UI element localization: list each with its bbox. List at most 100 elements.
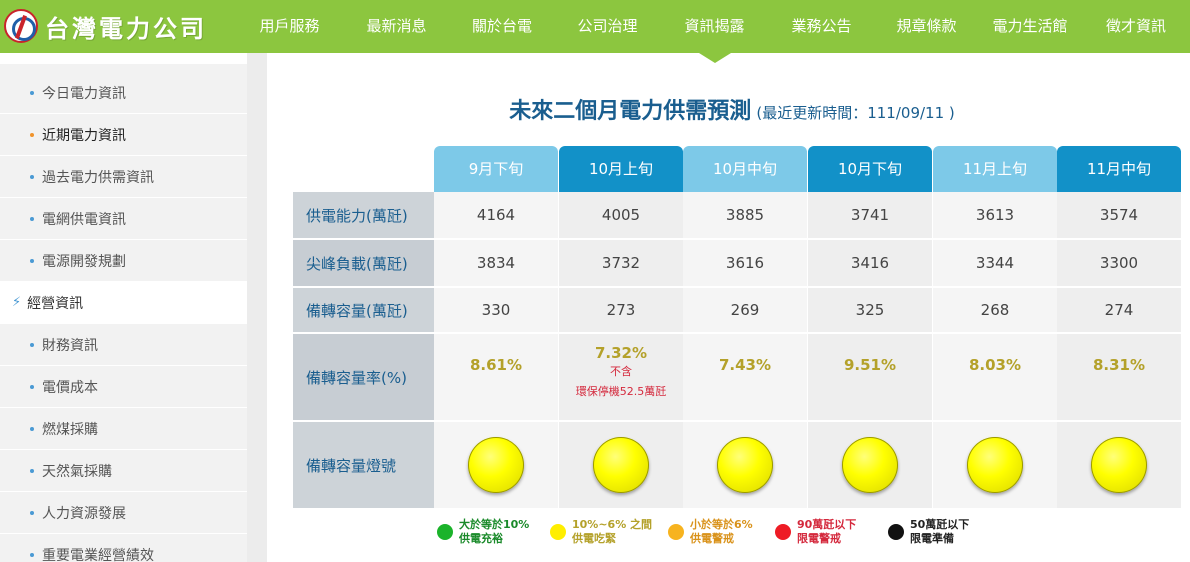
table-cell: 8.61% xyxy=(434,334,558,422)
sidebar-item-8[interactable]: 燃煤採購 xyxy=(0,408,247,450)
yellow-lamp-icon xyxy=(468,437,524,493)
table-cell xyxy=(808,422,932,510)
nav-item-5[interactable]: 業務公告 xyxy=(791,17,852,35)
nav-item-2[interactable]: 關於台電 xyxy=(471,17,532,35)
yellow-lamp-icon xyxy=(1091,437,1147,493)
table-cell: 3741 xyxy=(808,192,932,240)
sidebar-item-label: 今日電力資訊 xyxy=(42,85,126,102)
legend-dot-icon xyxy=(668,524,684,540)
table-cell: 268 xyxy=(933,288,1057,334)
sidebar-item-label: 人力資源發展 xyxy=(42,505,126,522)
sidebar-item-label: 燃煤採購 xyxy=(42,421,98,438)
yellow-lamp-icon xyxy=(967,437,1023,493)
legend-dot-icon xyxy=(775,524,791,540)
row-label: 供電能力(萬瓩) xyxy=(293,192,434,240)
nav-item-1[interactable]: 最新消息 xyxy=(366,17,427,35)
table-cell xyxy=(434,422,558,510)
table-cell: 4164 xyxy=(434,192,558,240)
row-label: 備轉容量率(%) xyxy=(293,334,434,422)
table-cell: 7.43% xyxy=(683,334,807,422)
table-cell: 3344 xyxy=(933,240,1057,288)
sidebar: ⚡電力供需資訊今日電力資訊近期電力資訊過去電力供需資訊電網供電資訊電源開發規劃 ⚡… xyxy=(0,53,247,562)
table-cell: 3574 xyxy=(1057,192,1181,240)
period-header: 11月上旬 xyxy=(933,146,1057,192)
table-cell: 4005 xyxy=(559,192,683,240)
sidebar-gutter xyxy=(247,53,267,562)
table-cell: 8.03% xyxy=(933,334,1057,422)
sidebar-item-0[interactable]: 今日電力資訊 xyxy=(0,72,247,114)
legend-line2: 限電警戒 xyxy=(797,532,841,545)
sidebar-item-9[interactable]: 天然氣採購 xyxy=(0,450,247,492)
table-cell: 3300 xyxy=(1057,240,1181,288)
table-cell xyxy=(1057,422,1181,510)
sidebar-item-1[interactable]: 近期電力資訊 xyxy=(0,114,247,156)
legend-line1: 90萬瓩以下 xyxy=(797,518,857,531)
nav-item-3[interactable]: 公司治理 xyxy=(577,17,638,35)
yellow-lamp-icon xyxy=(593,437,649,493)
table-cell xyxy=(559,422,683,510)
bullet-icon xyxy=(30,384,34,389)
legend-line2: 限電準備 xyxy=(910,532,954,545)
legend-dot-icon xyxy=(888,524,904,540)
nav-item-6[interactable]: 規章條款 xyxy=(896,17,957,35)
sidebar-item-3[interactable]: 電網供電資訊 xyxy=(0,198,247,240)
sidebar-item-7[interactable]: 電價成本 xyxy=(0,366,247,408)
legend-line1: 大於等於10% xyxy=(459,518,530,531)
legend-line2: 供電充裕 xyxy=(459,532,503,545)
legend-line1: 10%~6% 之間 xyxy=(572,518,653,531)
bullet-icon xyxy=(30,468,34,473)
legend-text: 10%~6% 之間 供電吃緊 xyxy=(572,518,652,546)
legend-text: 小於等於6% 供電警戒 xyxy=(690,518,753,546)
legend-item: 大於等於10% 供電充裕 xyxy=(437,518,529,546)
reserve-rate: 9.51% xyxy=(843,356,897,374)
sidebar-section-power-supply[interactable]: ⚡電力供需資訊 xyxy=(0,53,247,64)
main-nav: 用戶服務 最新消息 關於台電 公司治理 資訊揭露 業務公告 規章條款 電力生活館 徵才資訊 xyxy=(236,0,1190,63)
bullet-icon xyxy=(30,426,34,431)
update-time: (最近更新時間：111/09/11 ) xyxy=(756,104,955,122)
sidebar-item-2[interactable]: 過去電力供需資訊 xyxy=(0,156,247,198)
period-header: 11月中旬 xyxy=(1057,146,1181,192)
table-cell: 3616 xyxy=(683,240,807,288)
row-label: 備轉容量(萬瓩) xyxy=(293,288,434,334)
bullet-icon xyxy=(30,510,34,515)
sidebar-item-label: 電源開發規劃 xyxy=(42,253,126,270)
table-cell: 7.32% 不含 環保停機52.5萬瓩 xyxy=(559,334,683,422)
logo[interactable]: 台灣電力公司 xyxy=(4,6,207,46)
nav-item-4[interactable]: 資訊揭露 xyxy=(661,0,768,63)
nav-item-7[interactable]: 電力生活館 xyxy=(992,17,1068,35)
table-cell: 8.31% xyxy=(1057,334,1181,422)
nav-item-0[interactable]: 用戶服務 xyxy=(259,17,320,35)
sidebar-item-5[interactable]: ⚡ 經營資訊 xyxy=(0,282,247,324)
row-label: 尖峰負載(萬瓩) xyxy=(293,240,434,288)
bullet-icon xyxy=(30,174,34,179)
sidebar-item-label: 電價成本 xyxy=(42,379,98,396)
reserve-rate: 7.43% xyxy=(718,356,772,374)
sidebar-item-label: 過去電力供需資訊 xyxy=(42,169,154,186)
legend-item: 10%~6% 之間 供電吃緊 xyxy=(550,518,652,546)
table-cell: 9.51% xyxy=(808,334,932,422)
yellow-lamp-icon xyxy=(717,437,773,493)
sidebar-item-label: 重要電業經營績效 xyxy=(42,547,154,562)
table-cell: 274 xyxy=(1057,288,1181,334)
sidebar-item-11[interactable]: 重要電業經營績效 xyxy=(0,534,247,562)
table-cell: 3732 xyxy=(559,240,683,288)
legend-line2: 供電吃緊 xyxy=(572,532,616,545)
sidebar-item-label: 財務資訊 xyxy=(42,337,98,354)
period-header: 10月下旬 xyxy=(808,146,932,192)
nav-item-8[interactable]: 徵才資訊 xyxy=(1105,17,1166,35)
table-cell: 3613 xyxy=(933,192,1057,240)
taipower-logo-icon xyxy=(4,9,38,43)
period-header: 10月上旬 xyxy=(559,146,683,192)
sidebar-item-4[interactable]: 電源開發規劃 xyxy=(0,240,247,282)
period-header: 9月下旬 xyxy=(434,146,558,192)
legend-dot-icon xyxy=(550,524,566,540)
sidebar-item-6[interactable]: 財務資訊 xyxy=(0,324,247,366)
table-cell: 273 xyxy=(559,288,683,334)
reserve-rate: 8.31% xyxy=(1092,356,1146,374)
sidebar-item-10[interactable]: 人力資源發展 xyxy=(0,492,247,534)
forecast-heading: 未來二個月電力供需預測 (最近更新時間：111/09/11 ) xyxy=(293,93,1171,125)
yellow-lamp-icon xyxy=(842,437,898,493)
legend-line1: 小於等於6% xyxy=(690,518,753,531)
table-cell: 3834 xyxy=(434,240,558,288)
